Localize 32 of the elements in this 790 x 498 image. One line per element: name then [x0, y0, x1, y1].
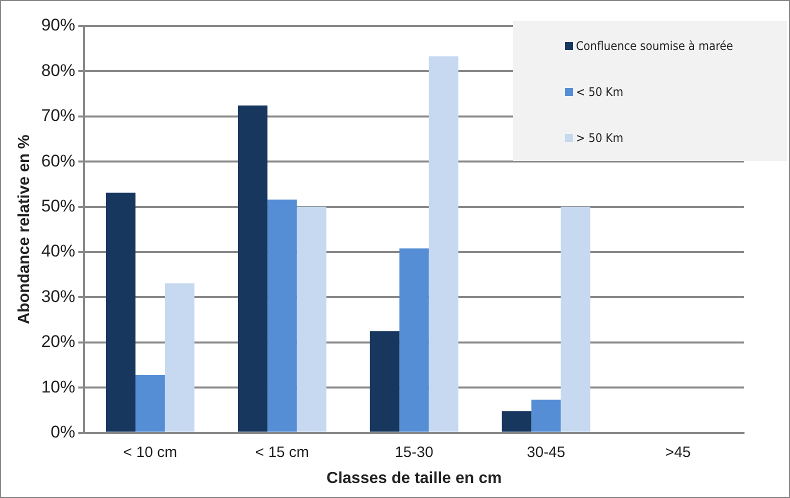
bar — [399, 248, 429, 432]
bar — [296, 206, 326, 432]
y-tick-label: 70% — [41, 106, 76, 126]
y-tick-label: 10% — [41, 377, 76, 396]
y-tick-label: 30% — [41, 286, 76, 306]
y-tick-label: 40% — [41, 242, 76, 261]
bar — [106, 192, 136, 432]
bar — [531, 400, 561, 432]
x-tick-label: 15-30 — [394, 444, 434, 461]
bar — [560, 206, 590, 432]
y-tick-label: 0% — [50, 422, 76, 442]
x-tick-label: < 10 cm — [123, 444, 178, 461]
bar — [238, 106, 268, 432]
legend-label: Confluence soumise à marée — [576, 39, 734, 53]
legend-label: < 50 Km — [576, 85, 624, 99]
y-tick-label: 80% — [41, 60, 76, 80]
y-tick-label: 50% — [41, 196, 76, 216]
y-axis-title: Abondance relative en % — [16, 134, 34, 324]
bar — [164, 283, 194, 432]
y-tick-label: 90% — [41, 16, 76, 35]
bar — [267, 200, 297, 432]
bar — [370, 331, 400, 432]
legend-label: > 50 Km — [576, 131, 624, 145]
x-tick-label: 30-45 — [526, 444, 566, 461]
y-tick-label: 20% — [41, 332, 76, 352]
bar — [502, 411, 532, 432]
x-tick-label: < 15 cm — [255, 444, 310, 461]
bar — [135, 374, 165, 432]
x-axis-title: Classes de taille en cm — [326, 470, 502, 487]
bar — [428, 56, 458, 432]
x-tick-label: >45 — [665, 444, 691, 461]
y-tick-label: 60% — [41, 151, 76, 170]
